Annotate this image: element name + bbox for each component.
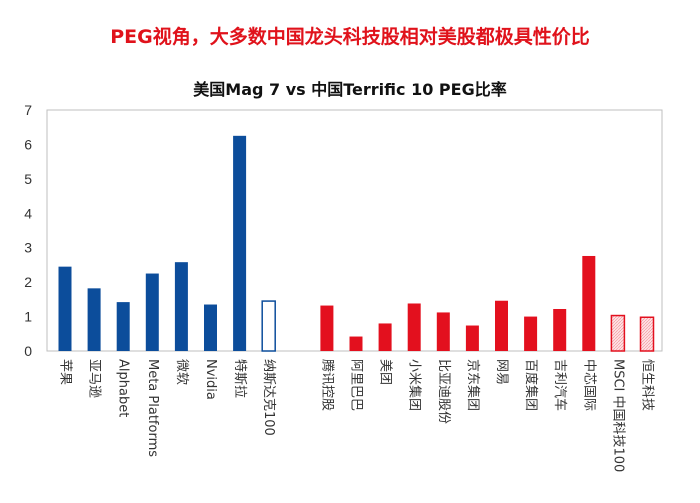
- bar-1-11: [639, 316, 655, 352]
- category-label: 阿里巴巴: [349, 359, 364, 411]
- category-label: 小米集团: [407, 359, 423, 411]
- y-tick-label: 6: [24, 136, 32, 152]
- bar-1-1: [349, 336, 363, 351]
- bar-1-9: [582, 255, 596, 351]
- category-label: Meta Platforms: [145, 359, 160, 457]
- bar-1-10: [610, 314, 626, 352]
- y-tick-label: 3: [24, 240, 32, 256]
- bar-0-0: [58, 266, 72, 351]
- category-label: 网易: [494, 359, 509, 385]
- y-tick-label: 0: [24, 343, 32, 359]
- bar-0-4: [174, 262, 188, 351]
- y-tick-label: 4: [24, 205, 32, 221]
- bar-1-8: [553, 308, 567, 351]
- category-label: 吉利汽车: [552, 359, 568, 411]
- category-label: 恒生科技: [640, 359, 655, 411]
- category-label: 美团: [378, 359, 393, 385]
- y-tick-label: 7: [24, 102, 32, 118]
- bar-0-1: [87, 288, 101, 351]
- bar-1-3: [407, 303, 421, 351]
- y-tick-label: 5: [24, 171, 32, 187]
- y-tick-label: 2: [24, 274, 32, 290]
- bar-0-5: [204, 304, 217, 351]
- bar-0-3: [145, 273, 159, 351]
- bar-0-6: [233, 135, 247, 351]
- category-label: 百度集团: [523, 359, 539, 411]
- bar-1-0: [320, 305, 334, 351]
- category-label: 京东集团: [465, 359, 481, 411]
- y-tick-label: 1: [24, 309, 32, 325]
- category-label: 微软: [174, 359, 189, 385]
- category-label: 比亚迪股份: [436, 359, 451, 424]
- bar-0-7: [261, 300, 276, 352]
- category-label: 亚马逊: [87, 359, 102, 398]
- category-label: 苹果: [58, 359, 73, 385]
- bar-1-5: [465, 325, 479, 351]
- chart-title: 美国Mag 7 vs 中国Terrific 10 PEG比率: [193, 80, 507, 99]
- category-label: 腾讯控股: [319, 359, 335, 411]
- bar-0-2: [116, 302, 130, 351]
- bar-1-2: [378, 323, 392, 351]
- bar-1-7: [524, 316, 538, 351]
- category-label: 中芯国际: [581, 359, 596, 411]
- category-label: 纳斯达克100: [261, 359, 276, 436]
- bar-1-6: [495, 300, 508, 351]
- plot-frame: [46, 109, 663, 352]
- category-label: Nvidia: [203, 359, 218, 400]
- bar-1-4: [436, 312, 450, 351]
- page-headline: PEG视角，大多数中国龙头科技股相对美股都极具性价比: [110, 26, 590, 48]
- category-label: 特斯拉: [232, 359, 247, 398]
- category-label: Alphabet: [116, 359, 131, 417]
- category-label: MSCI 中国科技100: [610, 359, 625, 472]
